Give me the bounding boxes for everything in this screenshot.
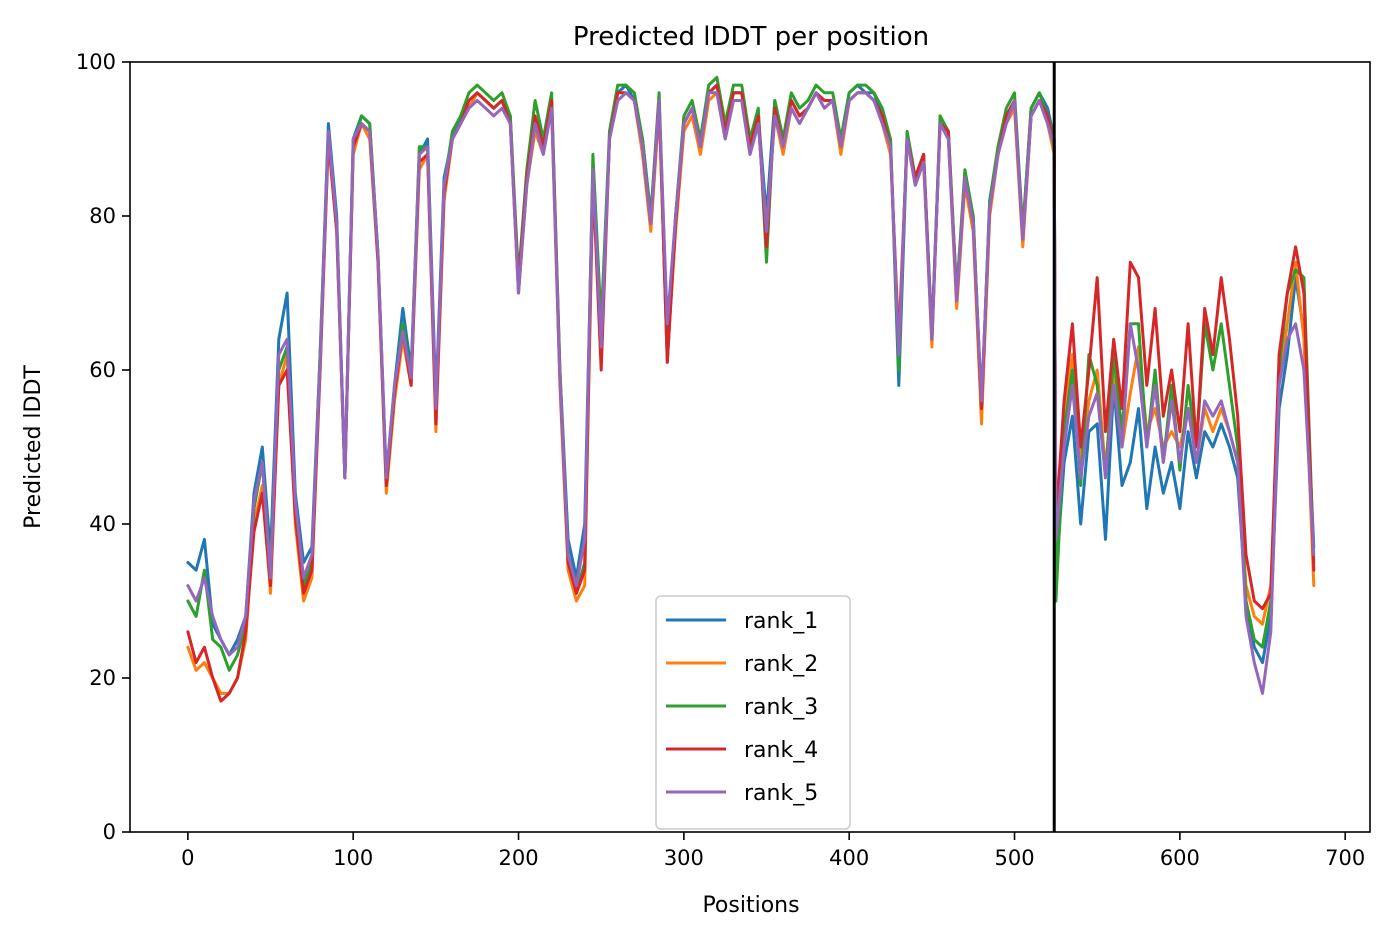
legend-label-rank_4: rank_4 bbox=[744, 738, 818, 763]
x-tick-label: 300 bbox=[664, 846, 704, 870]
series-line-rank_5 bbox=[186, 91, 1316, 695]
x-tick-label: 600 bbox=[1160, 846, 1200, 870]
x-tick-label: 0 bbox=[181, 846, 194, 870]
plot-lines bbox=[186, 75, 1316, 703]
y-tick-label: 0 bbox=[103, 820, 116, 844]
x-tick-label: 400 bbox=[829, 846, 869, 870]
plot-frame bbox=[129, 61, 1371, 833]
y-axis-label: Predicted lDDT bbox=[21, 365, 46, 529]
x-axis-label: Positions bbox=[702, 893, 799, 918]
x-tick-label: 200 bbox=[498, 846, 538, 870]
legend-box bbox=[655, 595, 851, 830]
y-tick-label: 60 bbox=[89, 358, 116, 382]
x-tick-label: 500 bbox=[994, 846, 1034, 870]
x-axis-ticks: 0 100 200 300 400 500 600 700 bbox=[181, 832, 1365, 870]
y-tick-label: 100 bbox=[76, 50, 116, 74]
y-tick-label: 20 bbox=[89, 666, 116, 690]
x-tick-label: 100 bbox=[333, 846, 373, 870]
y-tick-label: 80 bbox=[89, 204, 116, 228]
legend-label-rank_1: rank_1 bbox=[744, 609, 818, 634]
y-tick-label: 40 bbox=[89, 512, 116, 536]
legend-label-rank_5: rank_5 bbox=[744, 781, 818, 806]
x-tick-label: 700 bbox=[1325, 846, 1365, 870]
legend-label-rank_2: rank_2 bbox=[744, 652, 818, 677]
chart-title: Predicted lDDT per position bbox=[573, 22, 929, 52]
legend-label-rank_3: rank_3 bbox=[744, 695, 818, 720]
legend: rank_1 rank_2 rank_3 rank_4 rank_5 bbox=[655, 595, 851, 830]
y-axis-ticks: 0 20 40 60 80 100 bbox=[76, 50, 130, 844]
